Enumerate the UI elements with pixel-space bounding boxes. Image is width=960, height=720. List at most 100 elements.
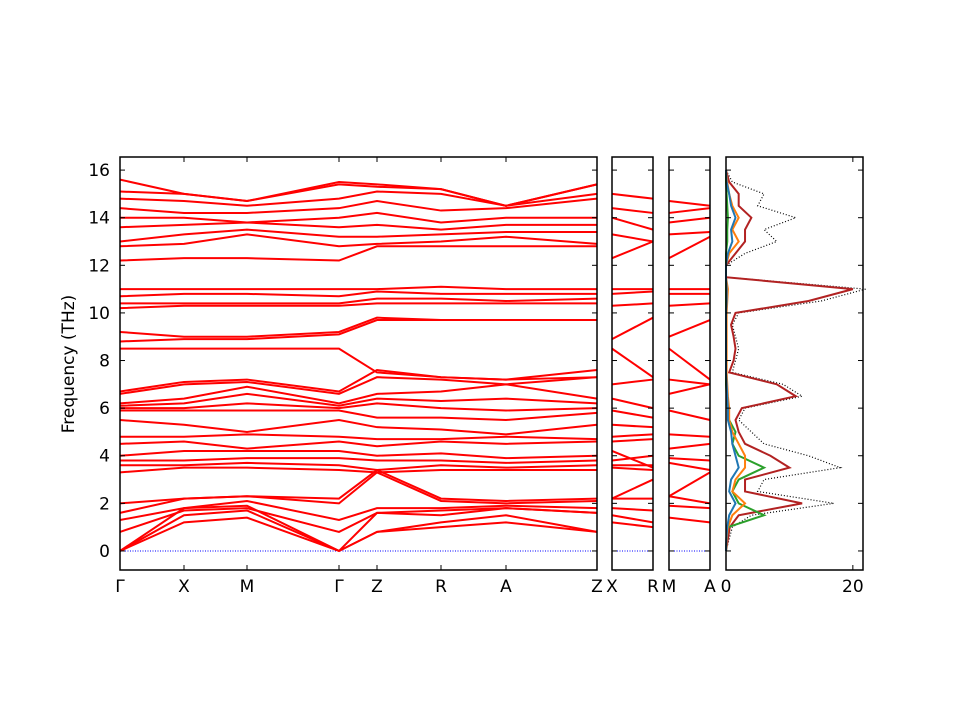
band <box>611 192 654 200</box>
band <box>119 178 598 207</box>
y-tick-label: 6 <box>99 399 110 419</box>
band <box>611 207 654 214</box>
band <box>120 402 598 412</box>
band <box>119 233 598 248</box>
band <box>668 461 711 472</box>
band <box>668 383 711 395</box>
band <box>119 509 598 553</box>
band <box>119 197 598 214</box>
x-tick-label: R <box>435 577 447 597</box>
band <box>668 457 711 462</box>
band <box>611 290 654 295</box>
band <box>611 233 654 243</box>
x-tick-label: Z <box>371 577 383 597</box>
x-tick-label: Γ <box>115 577 125 597</box>
band <box>119 383 598 405</box>
band <box>611 454 654 462</box>
band <box>668 442 711 450</box>
y-tick-label: 2 <box>99 494 110 514</box>
band <box>611 507 654 512</box>
band <box>668 433 711 438</box>
band <box>120 285 597 291</box>
band <box>611 514 654 524</box>
band <box>668 378 711 386</box>
band <box>611 216 654 231</box>
band <box>119 228 597 243</box>
x-tick-label: Γ <box>334 577 344 597</box>
band <box>120 457 598 464</box>
band <box>119 319 597 343</box>
band <box>668 504 711 510</box>
x-tick-label: 20 <box>842 577 864 597</box>
band <box>668 207 711 214</box>
x-tick-label: A <box>500 577 512 597</box>
band <box>668 216 711 224</box>
band <box>119 466 597 474</box>
band <box>668 409 711 422</box>
band <box>119 302 597 310</box>
band <box>611 466 654 472</box>
band <box>119 449 598 460</box>
x-tick-label: M <box>240 577 255 597</box>
band <box>119 468 598 505</box>
band <box>611 478 654 500</box>
band <box>120 433 598 441</box>
band <box>611 423 654 429</box>
y-tick-label: 4 <box>99 447 110 467</box>
y-tick-label: 8 <box>99 352 110 372</box>
plot-frame <box>119 156 598 571</box>
band <box>668 235 711 260</box>
band <box>668 319 711 338</box>
band <box>119 316 597 338</box>
plot-frame <box>725 156 864 571</box>
y-tick-label: 0 <box>99 542 110 562</box>
band <box>668 495 711 505</box>
band <box>119 440 598 450</box>
band <box>120 211 597 224</box>
band <box>611 409 654 419</box>
band <box>668 200 711 207</box>
band <box>668 347 711 381</box>
band <box>119 499 598 522</box>
band <box>119 221 597 231</box>
plot-frame <box>611 156 654 571</box>
band <box>119 392 598 407</box>
y-tick-label: 16 <box>88 161 110 181</box>
band <box>611 316 654 340</box>
band <box>611 378 654 386</box>
y-axis-label: Frequency (THz) <box>59 295 79 434</box>
y-tick-label: 12 <box>88 256 110 276</box>
x-tick-label: R <box>647 577 659 597</box>
band <box>120 347 598 381</box>
band <box>119 507 598 533</box>
band <box>668 230 711 236</box>
band <box>668 302 711 307</box>
band <box>668 471 711 498</box>
band <box>120 461 598 472</box>
band <box>611 302 654 307</box>
band <box>611 240 654 260</box>
band <box>119 245 597 262</box>
band <box>611 433 654 438</box>
band <box>611 521 654 529</box>
y-tick-label: 10 <box>88 304 110 324</box>
x-tick-label: X <box>606 577 618 597</box>
band <box>120 297 598 305</box>
x-tick-label: A <box>704 577 716 597</box>
band <box>119 376 598 395</box>
x-tick-label: X <box>178 577 190 597</box>
band <box>119 419 598 436</box>
y-tick-label: 14 <box>88 209 110 229</box>
band <box>668 516 711 524</box>
band <box>611 397 654 410</box>
band <box>611 347 654 379</box>
x-tick-label: M <box>662 577 677 597</box>
band <box>120 409 598 422</box>
x-tick-label: 0 <box>721 577 732 597</box>
band <box>119 290 597 298</box>
band <box>611 438 654 443</box>
band <box>119 504 598 553</box>
dos-line <box>725 169 854 552</box>
band <box>611 450 654 469</box>
